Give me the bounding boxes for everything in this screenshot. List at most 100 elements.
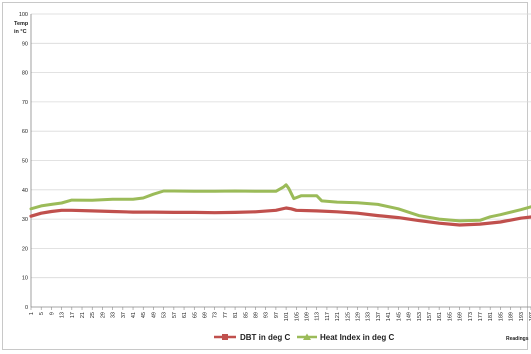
x-tick-label: 165 bbox=[447, 312, 453, 321]
y-tick-label: 10 bbox=[22, 276, 28, 282]
data-point bbox=[292, 197, 295, 200]
x-tick-label: 25 bbox=[90, 312, 96, 318]
x-tick-label: 45 bbox=[141, 312, 147, 318]
x-tick-label: 121 bbox=[335, 312, 341, 321]
x-tick-label: 185 bbox=[498, 312, 504, 321]
x-tick-label: 101 bbox=[284, 312, 290, 321]
y-tick-label: 80 bbox=[22, 71, 28, 77]
data-point bbox=[437, 217, 441, 221]
series-line-dbt bbox=[29, 206, 531, 227]
x-tick-label: 73 bbox=[213, 312, 219, 318]
data-point bbox=[397, 216, 400, 219]
data-point bbox=[213, 211, 216, 214]
y-tick-label: 0 bbox=[25, 305, 28, 311]
x-tick-label: 13 bbox=[60, 312, 66, 318]
x-tick-label: 117 bbox=[325, 312, 331, 321]
data-point bbox=[152, 192, 155, 196]
y-tick-label: 70 bbox=[22, 100, 28, 106]
data-point bbox=[131, 210, 135, 214]
data-point bbox=[519, 208, 522, 211]
data-point bbox=[274, 209, 278, 212]
x-tick-label: 109 bbox=[305, 312, 311, 321]
data-point bbox=[335, 210, 339, 213]
data-point bbox=[29, 207, 33, 211]
x-tick-label: 157 bbox=[427, 312, 433, 321]
series-lines bbox=[29, 183, 531, 227]
data-point bbox=[519, 217, 522, 220]
x-tick-label: 17 bbox=[70, 312, 76, 318]
data-point bbox=[172, 211, 176, 214]
x-tick-label: 37 bbox=[121, 312, 127, 318]
x-tick-label: 193 bbox=[519, 312, 525, 321]
data-point bbox=[91, 199, 94, 202]
data-point bbox=[172, 189, 176, 193]
data-point bbox=[60, 209, 63, 212]
data-point bbox=[499, 213, 502, 216]
x-tick-label: 57 bbox=[172, 312, 178, 318]
x-tick-label: 69 bbox=[202, 312, 208, 318]
data-point bbox=[320, 199, 324, 203]
legend-label-heat-index: Heat Index in deg C bbox=[320, 333, 394, 342]
data-point bbox=[70, 209, 74, 212]
y-axis-label-line2: in °C bbox=[14, 29, 27, 35]
y-tick-label: 90 bbox=[22, 41, 28, 47]
chart-frame bbox=[2, 2, 528, 350]
data-point bbox=[233, 189, 237, 193]
x-tick-label: 21 bbox=[80, 312, 86, 318]
x-tick-label: 105 bbox=[294, 312, 300, 321]
x-tick-label: 145 bbox=[396, 312, 402, 321]
data-point bbox=[213, 190, 216, 193]
data-point bbox=[60, 201, 63, 205]
y-tick-label: 50 bbox=[22, 159, 28, 165]
x-axis-label: Readings bbox=[506, 336, 529, 342]
data-point bbox=[315, 194, 318, 197]
data-point bbox=[376, 203, 380, 206]
data-point bbox=[287, 187, 290, 190]
data-point bbox=[478, 219, 482, 222]
y-tick-label: 30 bbox=[22, 217, 28, 223]
y-axis-ticks: 0 10 20 30 40 50 60 70 80 90 100 bbox=[19, 12, 28, 311]
x-tick-label: 129 bbox=[356, 312, 362, 321]
y-axis-label-line1: Temp bbox=[14, 21, 29, 27]
x-tick-label: 1 bbox=[29, 312, 35, 315]
data-point bbox=[417, 219, 420, 222]
gridlines bbox=[30, 13, 531, 308]
data-point bbox=[162, 189, 165, 193]
legend-item-dbt: DBT in deg C bbox=[214, 333, 290, 342]
data-point bbox=[284, 206, 288, 210]
data-point bbox=[315, 209, 318, 213]
data-point bbox=[50, 203, 53, 206]
x-tick-label: 125 bbox=[345, 312, 351, 321]
data-point bbox=[40, 204, 43, 208]
x-tick-label: 77 bbox=[223, 312, 229, 318]
data-point bbox=[499, 220, 502, 224]
x-tick-label: 177 bbox=[478, 312, 484, 321]
x-tick-label: 85 bbox=[243, 312, 249, 318]
x-tick-label: 141 bbox=[386, 312, 392, 321]
x-tick-label: 161 bbox=[437, 312, 443, 321]
series-line-heat-index bbox=[29, 183, 531, 223]
data-point bbox=[152, 210, 155, 214]
x-tick-label: 137 bbox=[376, 312, 382, 321]
data-point bbox=[417, 214, 420, 217]
x-tick-label: 61 bbox=[182, 312, 188, 318]
y-tick-label: 100 bbox=[19, 12, 28, 18]
data-point bbox=[282, 185, 285, 189]
data-point bbox=[284, 183, 288, 187]
data-point bbox=[70, 198, 74, 202]
data-point bbox=[111, 197, 114, 201]
y-tick-label: 20 bbox=[22, 246, 28, 252]
y-tick-label: 60 bbox=[22, 129, 28, 135]
x-tick-label: 189 bbox=[509, 312, 515, 321]
x-tick-label: 133 bbox=[366, 312, 372, 321]
data-point bbox=[50, 210, 53, 213]
data-point bbox=[254, 210, 257, 213]
x-tick-label: 173 bbox=[468, 312, 474, 321]
legend-label-dbt: DBT in deg C bbox=[240, 333, 290, 342]
data-point bbox=[142, 196, 145, 200]
data-point bbox=[397, 207, 400, 211]
data-point bbox=[335, 200, 339, 204]
x-tick-label: 169 bbox=[458, 312, 464, 321]
x-tick-label: 81 bbox=[233, 312, 239, 318]
